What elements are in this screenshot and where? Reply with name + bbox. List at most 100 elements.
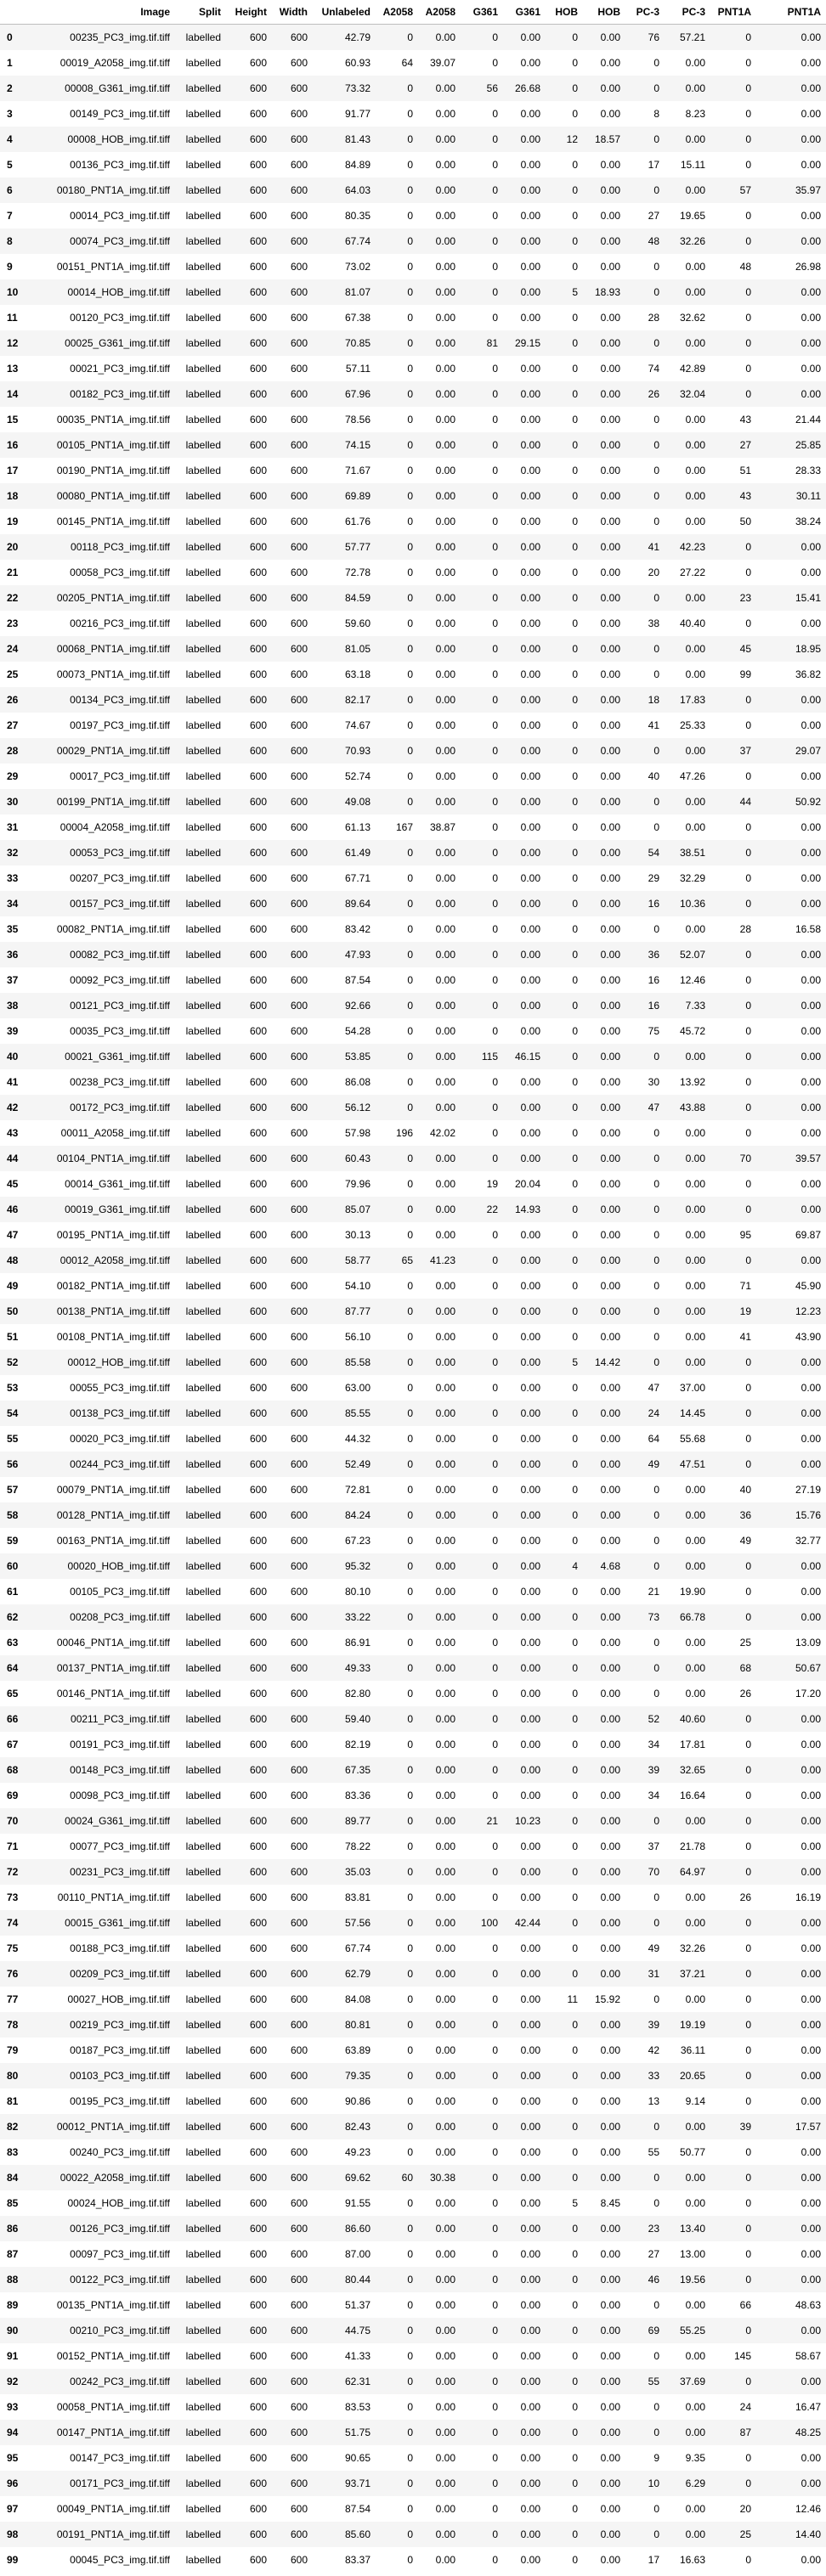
table-cell: 81.05: [344, 643, 371, 655]
table-cell: 0: [745, 1790, 751, 1801]
table-row: 9 00151_PNT1A_img.tif.tiff labelled 600 600 7…: [0, 254, 826, 279]
table-cell: 600: [249, 1433, 267, 1445]
table-cell: 66: [739, 2299, 751, 2311]
table-cell: 0: [492, 2427, 498, 2438]
table-row: 74 00015_G361_img.tif.tiff labelled 600 600 5…: [0, 1910, 826, 1936]
table-cell: 84.59: [344, 592, 371, 604]
table-cell: 00079_PNT1A_img.tif.tiff: [56, 1484, 170, 1496]
table-cell: 0: [745, 1076, 751, 1088]
table-cell: 0: [407, 2248, 413, 2260]
table-cell: 0.00: [520, 541, 540, 553]
table-cell: 0.00: [600, 159, 620, 171]
table-cell: 0: [572, 2223, 578, 2235]
table-cell: labelled: [185, 872, 221, 884]
table-cell: 0.00: [600, 541, 620, 553]
table-cell: 0: [492, 439, 498, 451]
table-cell: 100: [480, 1917, 498, 1929]
table-cell: 40.60: [679, 1713, 705, 1725]
table-cell: labelled: [185, 312, 221, 324]
table-cell: 0.00: [685, 1637, 705, 1649]
table-cell: 0.00: [520, 1331, 540, 1343]
table-cell: 0: [492, 2503, 498, 2515]
table-cell: labelled: [185, 1637, 221, 1649]
table-cell: 0: [492, 1229, 498, 1241]
table-cell: labelled: [185, 1917, 221, 1929]
table-cell: 0: [407, 541, 413, 553]
table-row: 43 00011_A2058_img.tif.tiff labelled 600 600…: [0, 1120, 826, 1146]
row-index: 51: [7, 1331, 19, 1343]
table-cell: 41: [648, 541, 659, 553]
table-cell: 0.00: [520, 566, 540, 578]
table-cell: 0: [572, 1637, 578, 1649]
table-cell: 600: [290, 1611, 308, 1623]
table-cell: 196: [395, 1127, 413, 1139]
table-cell: 51.37: [344, 2299, 371, 2311]
table-cell: 81.07: [344, 286, 371, 298]
table-cell: 0.00: [435, 1942, 455, 1954]
table-cell: 0: [492, 388, 498, 400]
table-cell: 600: [290, 2299, 308, 2311]
table-cell: 0: [745, 2070, 751, 2082]
table-cell: 0: [745, 1764, 751, 1776]
table-cell: 67.74: [344, 1942, 371, 1954]
table-cell: 0: [407, 2503, 413, 2515]
table-cell: labelled: [185, 1280, 221, 1292]
row-index: 10: [7, 286, 19, 298]
table-cell: 0.00: [435, 312, 455, 324]
table-cell: 0.00: [600, 1739, 620, 1750]
table-cell: 0.00: [685, 1484, 705, 1496]
table-cell: 0: [407, 1866, 413, 1878]
table-cell: 55: [648, 2146, 659, 2158]
table-cell: 600: [249, 1025, 267, 1037]
table-cell: 0.00: [801, 1178, 821, 1190]
table-cell: 0.00: [600, 2503, 620, 2515]
row-index: 25: [7, 668, 19, 680]
table-cell: 57.11: [345, 363, 371, 375]
table-cell: 0: [492, 1305, 498, 1317]
table-cell: 47: [648, 1382, 659, 1394]
table-cell: 82.19: [344, 1739, 371, 1750]
table-cell: 0: [492, 490, 498, 502]
table-row: 46 00019_G361_img.tif.tiff labelled 600 600 8…: [0, 1197, 826, 1222]
table-cell: 0: [653, 643, 659, 655]
table-cell: 33.22: [344, 1611, 371, 1623]
table-cell: 0: [572, 694, 578, 706]
table-cell: 0.00: [600, 516, 620, 527]
table-cell: 0: [653, 1051, 659, 1063]
table-cell: 600: [249, 2427, 267, 2438]
table-cell: 0.00: [600, 2070, 620, 2082]
table-cell: 00152_PNT1A_img.tif.tiff: [56, 2350, 170, 2362]
table-cell: 0: [492, 465, 498, 476]
table-cell: 0.00: [685, 2299, 705, 2311]
table-cell: 0: [492, 2299, 498, 2311]
table-cell: 0: [492, 566, 498, 578]
table-cell: 0.00: [801, 1407, 821, 1419]
table-cell: 0: [745, 1713, 751, 1725]
table-cell: 86.91: [344, 1637, 371, 1649]
table-cell: 18.93: [594, 286, 620, 298]
table-cell: 86.08: [344, 1076, 371, 1088]
table-cell: 0: [492, 235, 498, 247]
table-cell: 24: [648, 1407, 659, 1419]
table-cell: 0: [492, 184, 498, 196]
table-cell: 73.32: [344, 82, 371, 94]
table-cell: labelled: [185, 1305, 221, 1317]
row-index: 75: [7, 1942, 19, 1954]
table-cell: 0: [745, 1586, 751, 1598]
table-cell: 0.00: [520, 210, 540, 222]
table-cell: 600: [290, 490, 308, 502]
table-cell: labelled: [185, 2376, 221, 2387]
table-cell: 0.00: [685, 261, 705, 273]
table-cell: 0.00: [801, 108, 821, 120]
table-cell: 13.09: [795, 1637, 821, 1649]
table-cell: 0.00: [600, 2223, 620, 2235]
table-cell: 22: [486, 1203, 498, 1215]
table-row: 38 00121_PC3_img.tif.tiff labelled 600 600 92…: [0, 993, 826, 1018]
table-cell: 600: [249, 2172, 267, 2184]
column-header: Image: [37, 0, 175, 25]
row-index: 96: [7, 2477, 19, 2489]
table-cell: 0.00: [685, 1509, 705, 1521]
table-cell: 0: [572, 1433, 578, 1445]
row-index: 21: [7, 566, 19, 578]
table-cell: 0.00: [435, 2070, 455, 2082]
